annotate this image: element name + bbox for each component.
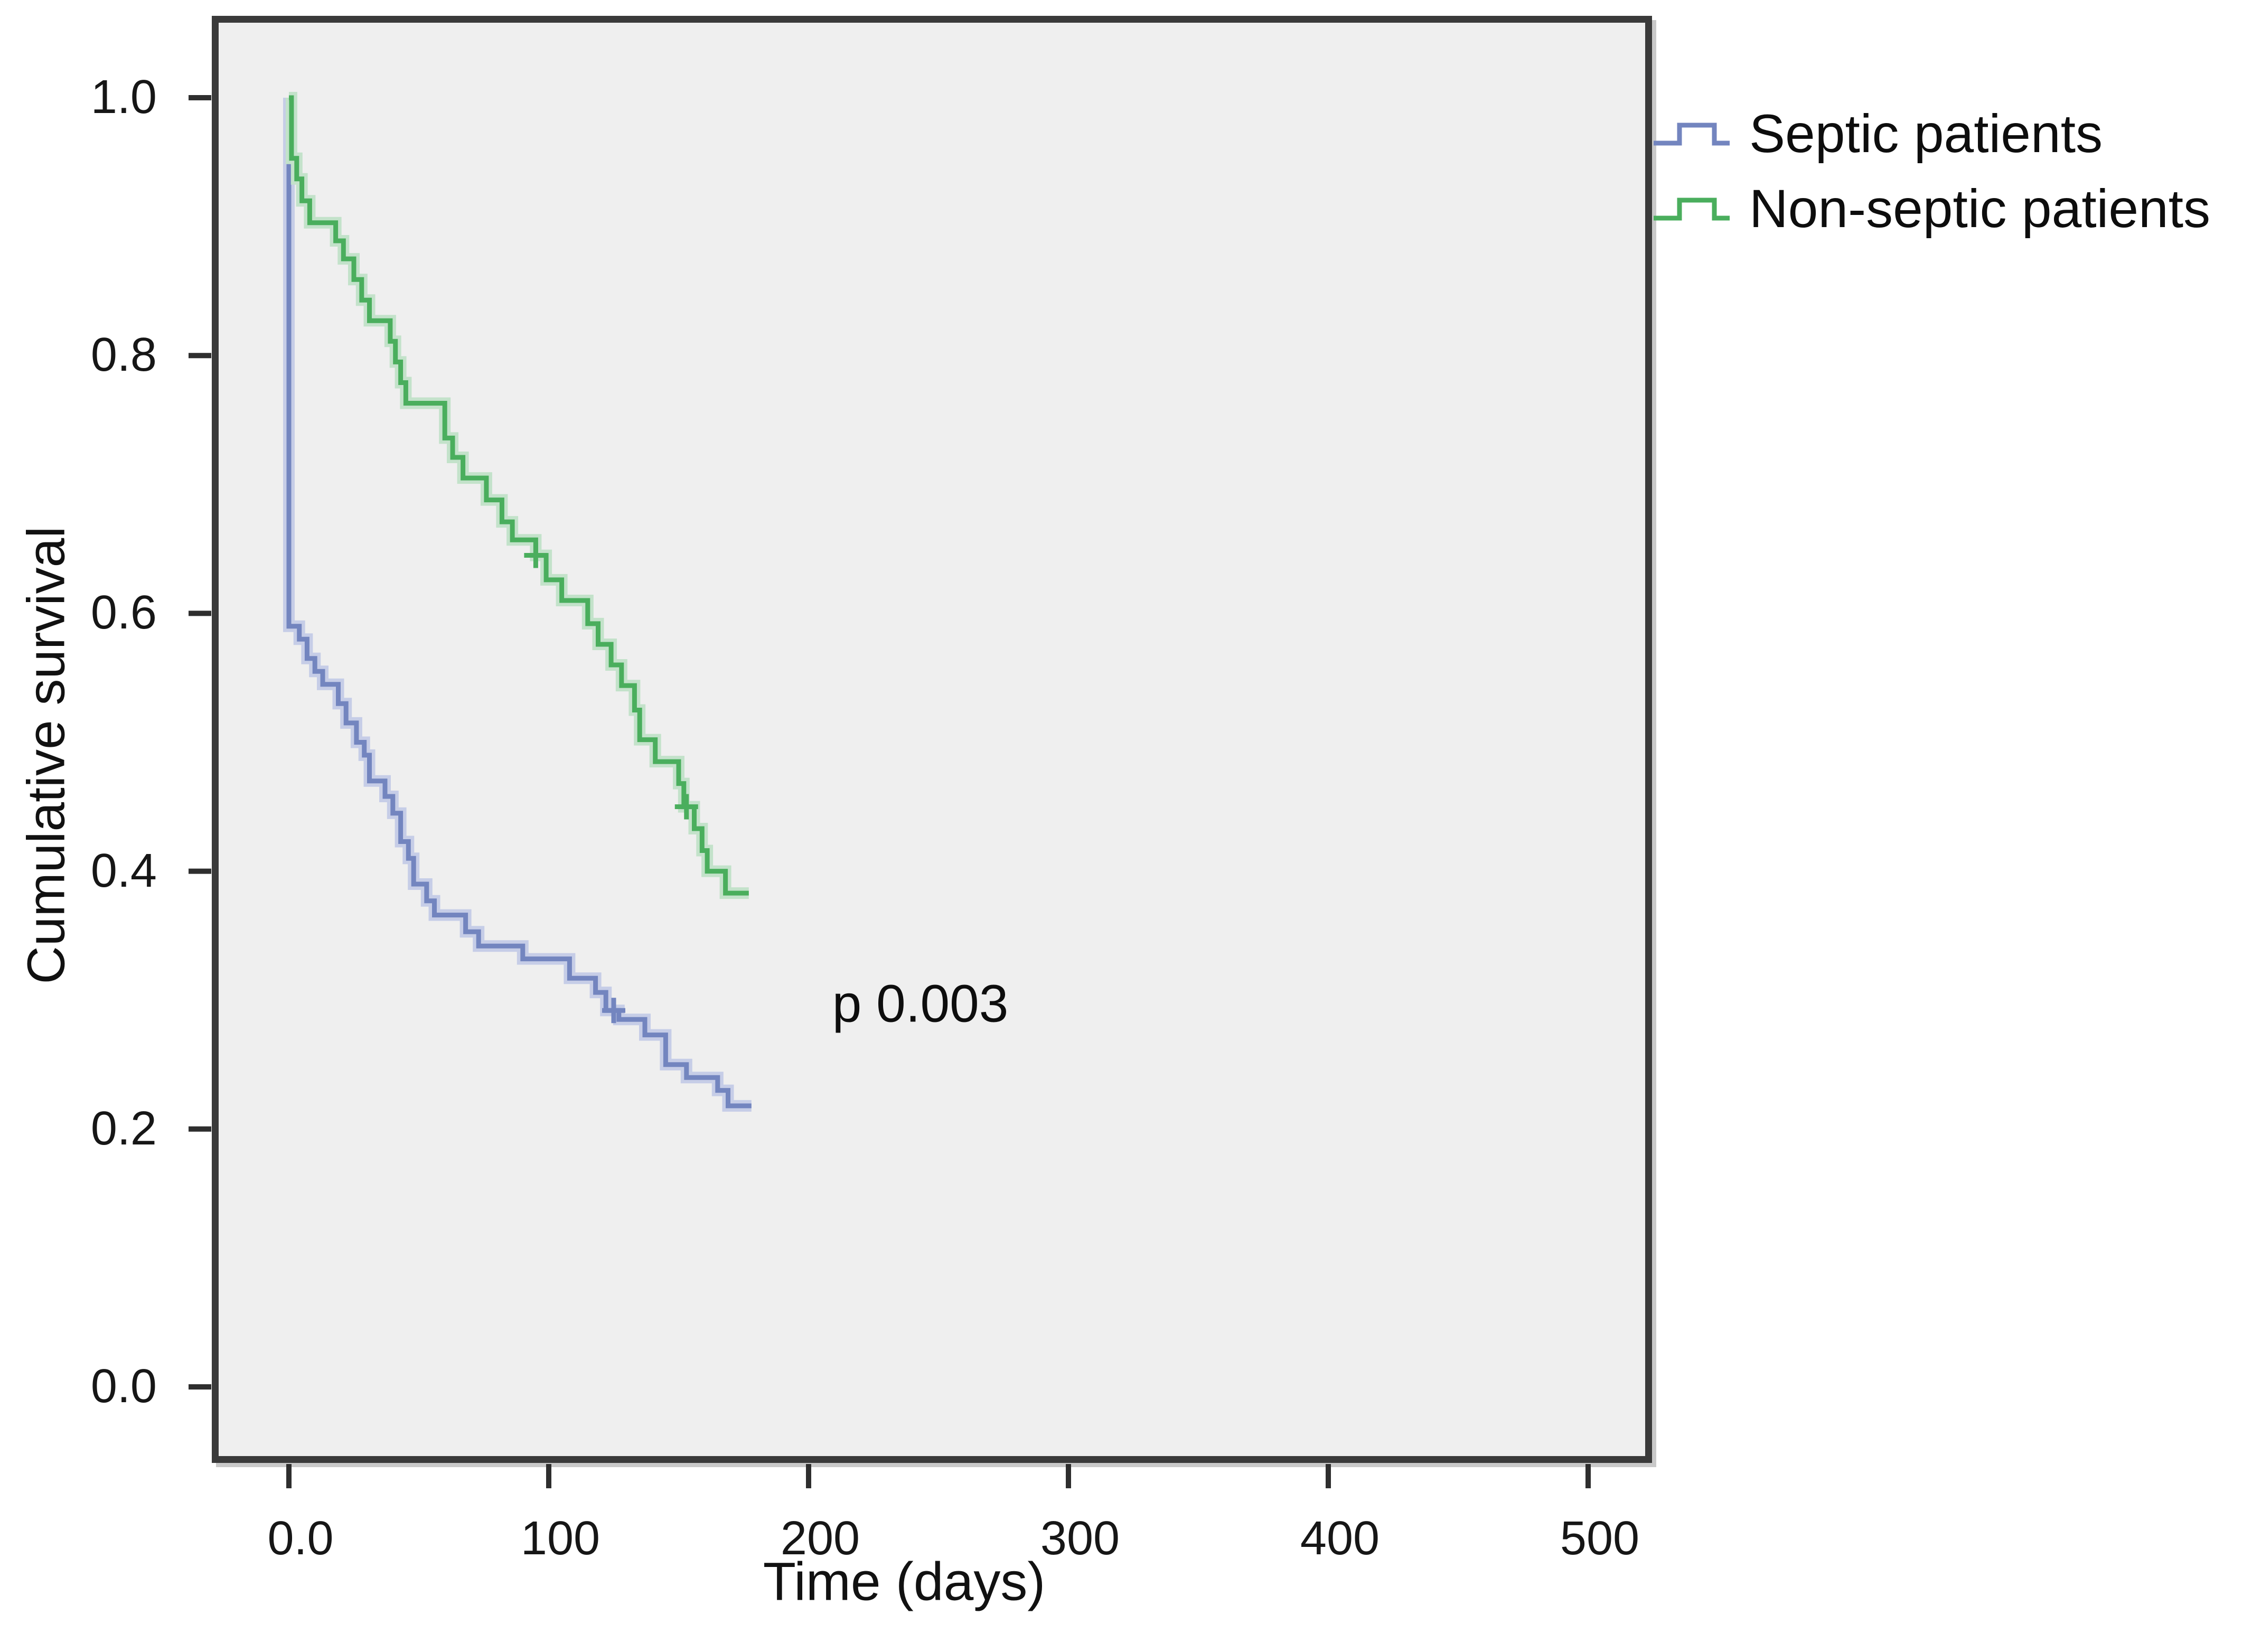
y-tick-label: 0.6 bbox=[90, 586, 157, 640]
legend-step-icon bbox=[1654, 198, 1730, 221]
y-tick-label: 0.8 bbox=[90, 328, 157, 382]
legend-item-label: Non-septic patients bbox=[1749, 178, 2211, 239]
legend-item-label: Septic patients bbox=[1749, 103, 2103, 164]
legend-item: Septic patients bbox=[1652, 101, 2210, 166]
legend-step-icon bbox=[1654, 123, 1730, 146]
x-tick-label: 200 bbox=[780, 1512, 860, 1565]
p-value-annotation: p 0.003 bbox=[832, 974, 1009, 1034]
curve-septic-patients bbox=[286, 98, 752, 1109]
curve-non-septic-patients bbox=[289, 95, 749, 896]
curve-halo-septic-patients bbox=[283, 98, 752, 1112]
y-tick-label: 0.0 bbox=[90, 1360, 157, 1413]
x-tick-label: 100 bbox=[520, 1512, 600, 1565]
plot-area bbox=[212, 16, 1652, 1463]
x-axis-title: Time (days) bbox=[763, 1551, 1046, 1612]
x-tick-label: 400 bbox=[1300, 1512, 1380, 1565]
y-tick-label: 0.2 bbox=[90, 1102, 157, 1155]
x-tick-label: 0.0 bbox=[267, 1512, 334, 1565]
y-tick-label: 0.4 bbox=[90, 844, 157, 897]
legend: Septic patients Non-septic patients bbox=[1652, 101, 2210, 241]
x-tick-label: 300 bbox=[1040, 1512, 1120, 1565]
x-tick-label: 500 bbox=[1560, 1512, 1640, 1565]
y-tick-label: 1.0 bbox=[90, 71, 157, 124]
legend-item: Non-septic patients bbox=[1652, 176, 2210, 241]
